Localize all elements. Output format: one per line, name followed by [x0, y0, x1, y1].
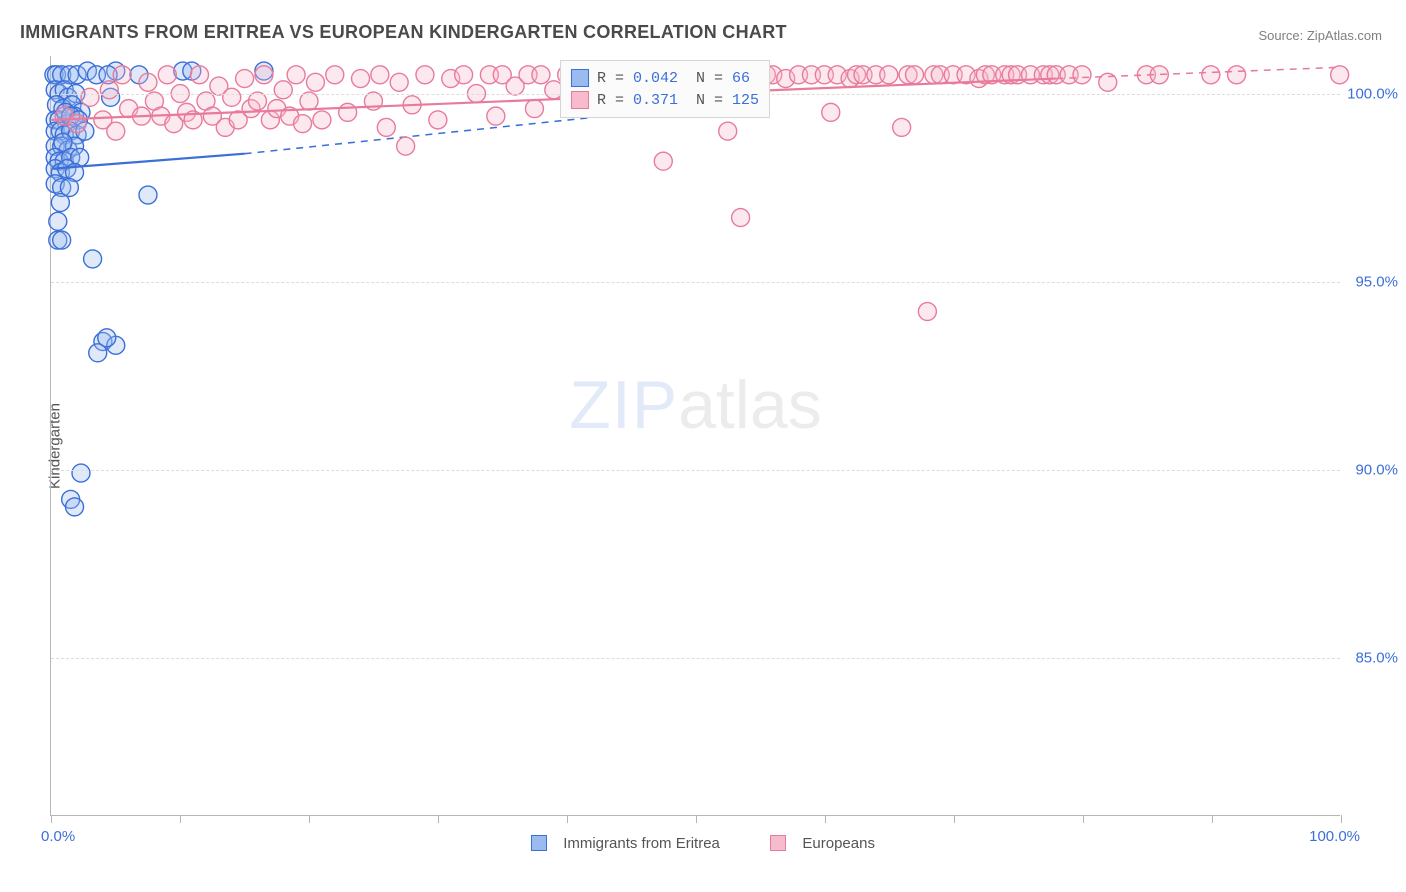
scatter-svg [51, 56, 1340, 815]
data-point [906, 66, 924, 84]
data-point [72, 464, 90, 482]
data-point [377, 118, 395, 136]
data-point [66, 498, 84, 516]
data-point [732, 209, 750, 227]
legend-swatch [571, 69, 589, 87]
y-tick-label: 85.0% [1355, 649, 1398, 666]
data-point [390, 73, 408, 91]
x-tick [696, 815, 697, 823]
legend-row: R = 0.042 N = 66 [571, 67, 759, 89]
source-attribution: Source: ZipAtlas.com [1258, 28, 1382, 43]
data-point [255, 66, 273, 84]
source-label: Source: [1258, 28, 1306, 43]
legend-label-europeans: Europeans [802, 835, 875, 852]
data-point [487, 107, 505, 125]
x-tick [180, 815, 181, 823]
data-point [822, 103, 840, 121]
data-point [880, 66, 898, 84]
data-point [49, 212, 67, 230]
y-tick-label: 100.0% [1347, 85, 1398, 102]
data-point [893, 118, 911, 136]
x-tick [1083, 815, 1084, 823]
data-point [525, 100, 543, 118]
data-point [455, 66, 473, 84]
legend-swatch-eritrea [531, 835, 547, 851]
legend-swatch [571, 91, 589, 109]
y-tick-label: 90.0% [1355, 461, 1398, 478]
legend-swatch-europeans [770, 835, 786, 851]
x-tick [438, 815, 439, 823]
plot-area: ZIPatlas 100.0%95.0%90.0%85.0%0.0%100.0% [50, 56, 1340, 816]
x-tick [1212, 815, 1213, 823]
legend-stats: R = 0.371 N = 125 [597, 92, 759, 109]
x-tick [309, 815, 310, 823]
y-tick-label: 95.0% [1355, 273, 1398, 290]
data-point [397, 137, 415, 155]
data-point [107, 122, 125, 140]
trend-line-dashed [1056, 67, 1339, 78]
data-point [51, 194, 69, 212]
data-point [300, 92, 318, 110]
data-point [68, 115, 86, 133]
legend-label-eritrea: Immigrants from Eritrea [563, 835, 720, 852]
data-point [98, 329, 116, 347]
data-point [1331, 66, 1349, 84]
x-tick [825, 815, 826, 823]
chart-container: IMMIGRANTS FROM ERITREA VS EUROPEAN KIND… [0, 0, 1406, 892]
data-point [84, 250, 102, 268]
data-point [416, 66, 434, 84]
data-point [1228, 66, 1246, 84]
data-point [100, 81, 118, 99]
gridline [51, 282, 1340, 283]
legend-row: R = 0.371 N = 125 [571, 89, 759, 111]
data-point [306, 73, 324, 91]
data-point [287, 66, 305, 84]
data-point [274, 81, 292, 99]
legend-stats: R = 0.042 N = 66 [597, 70, 750, 87]
data-point [1202, 66, 1220, 84]
correlation-legend: R = 0.042 N = 66 R = 0.371 N = 125 [560, 60, 770, 118]
data-point [719, 122, 737, 140]
data-point [313, 111, 331, 129]
data-point [352, 70, 370, 88]
data-point [248, 92, 266, 110]
data-point [429, 111, 447, 129]
data-point [158, 66, 176, 84]
gridline [51, 658, 1340, 659]
x-tick [954, 815, 955, 823]
data-point [294, 115, 312, 133]
x-tick [1341, 815, 1342, 823]
data-point [223, 88, 241, 106]
data-point [113, 66, 131, 84]
data-point [139, 186, 157, 204]
data-point [654, 152, 672, 170]
gridline [51, 470, 1340, 471]
source-link[interactable]: ZipAtlas.com [1307, 28, 1382, 43]
data-point [532, 66, 550, 84]
data-point [339, 103, 357, 121]
data-point [1073, 66, 1091, 84]
x-axis-legend: Immigrants from Eritrea Europeans [0, 835, 1406, 852]
data-point [918, 303, 936, 321]
data-point [191, 66, 209, 84]
chart-title: IMMIGRANTS FROM ERITREA VS EUROPEAN KIND… [20, 22, 787, 43]
data-point [371, 66, 389, 84]
data-point [139, 73, 157, 91]
data-point [326, 66, 344, 84]
x-tick [51, 815, 52, 823]
data-point [53, 231, 71, 249]
data-point [81, 88, 99, 106]
data-point [236, 70, 254, 88]
x-tick [567, 815, 568, 823]
